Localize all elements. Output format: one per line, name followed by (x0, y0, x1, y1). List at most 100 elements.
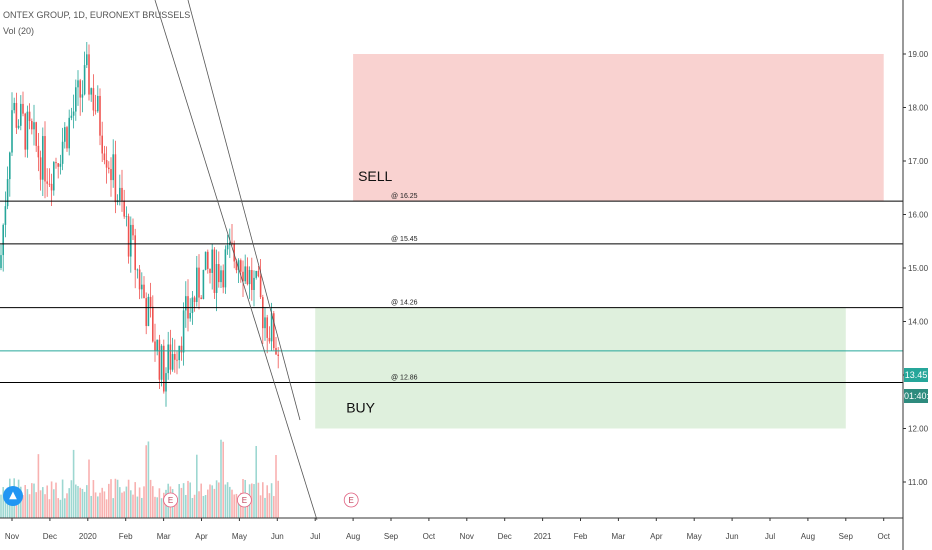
candle-body (31, 121, 33, 130)
candle-body (35, 122, 37, 146)
earnings-marker-label: E (242, 496, 247, 505)
price-tick-label: 11.00 (908, 478, 928, 487)
candle-body (97, 95, 99, 112)
candle-body (248, 270, 251, 285)
candle-body (257, 270, 260, 277)
candle-body (70, 115, 73, 118)
candle-body (99, 95, 101, 136)
candle-body (79, 80, 81, 98)
candle-body (103, 153, 106, 161)
candle-body (94, 110, 97, 112)
candle-body (136, 269, 139, 271)
volume-bar (50, 481, 53, 518)
volume-bar (59, 499, 62, 518)
candle-body (222, 270, 224, 288)
price-tick-label: 12.00 (908, 425, 929, 434)
candle-body (39, 157, 42, 180)
time-tick-label: Dec (498, 532, 512, 541)
candle-body (171, 354, 174, 370)
time-tick-label: May (687, 532, 702, 541)
volume-bar (79, 487, 81, 518)
trend-layer (154, 0, 318, 521)
buy-zone-label: BUY (346, 399, 375, 415)
candle-body (48, 183, 51, 185)
volume-bar (127, 479, 130, 518)
candle-body (180, 345, 183, 353)
candle-body (143, 284, 145, 299)
candle-body (242, 271, 244, 282)
price-tick-label: 19.00 (908, 50, 929, 59)
volume-bar (233, 494, 235, 518)
volume-bar (39, 490, 42, 518)
volume-bar (44, 494, 46, 518)
time-tick-label: 2021 (534, 532, 552, 541)
candle-body (24, 113, 26, 150)
time-tick-label: Feb (574, 532, 588, 541)
volume-bar (31, 483, 33, 518)
earnings-marker[interactable] (236, 492, 252, 508)
candle-body (255, 270, 257, 278)
candle-body (81, 94, 84, 98)
trend-line-lower (187, 0, 301, 421)
candle-body (268, 337, 271, 342)
tradingview-logo-icon[interactable]: ▲ (3, 486, 23, 506)
volume-bar (83, 491, 86, 518)
candle-body (88, 54, 90, 95)
volume-bar (185, 494, 187, 518)
candle-body (167, 344, 169, 374)
earnings-marker[interactable] (163, 492, 179, 508)
volume-bar (123, 491, 125, 518)
candle-body (130, 224, 132, 257)
candle-body (61, 141, 64, 164)
price-tick-label: 16.00 (908, 211, 929, 220)
candle-body (152, 306, 154, 342)
candle-body (66, 127, 68, 149)
volume-bar (112, 498, 114, 518)
candle-body (198, 267, 200, 298)
time-tick-label: Mar (157, 532, 171, 541)
volume-bar (53, 489, 55, 518)
volume-bar (57, 498, 59, 518)
candle-body (132, 224, 134, 236)
countdown-tag: 01:40:27 (904, 389, 932, 403)
candle-body (64, 127, 66, 142)
time-tick-label: Sep (839, 532, 854, 541)
time-tick-label: Jun (271, 532, 284, 541)
volume-bar (20, 486, 22, 518)
candle-body (55, 162, 57, 164)
volume-bar (138, 487, 141, 518)
volume-bar (119, 487, 121, 518)
candle-body (37, 145, 40, 158)
candle-body (2, 224, 4, 256)
volume-bar (42, 487, 44, 518)
volume-bar (224, 484, 227, 518)
levels-layer: @ 16.25 @ 15.45 @ 14.26 @ 12.86 (0, 193, 903, 383)
candle-body (33, 122, 35, 130)
earnings-marker-label: E (168, 496, 173, 505)
candle-body (240, 260, 242, 272)
candle-body (209, 268, 211, 273)
time-tick-label: Jun (726, 532, 739, 541)
candle-body (114, 154, 117, 203)
volume-bar (103, 491, 106, 518)
candle-body (259, 276, 262, 298)
last-price-tag: 13.45 (904, 368, 928, 382)
candle-body (92, 88, 95, 111)
volume-bar (178, 484, 180, 518)
sell-zone-label: SELL (358, 168, 392, 184)
earnings-marker[interactable] (343, 492, 359, 508)
volume-bar (154, 496, 156, 518)
candle-body (44, 136, 46, 182)
time-tick-label: 2020 (79, 532, 97, 541)
volume-bar (145, 445, 147, 518)
volume-bar (235, 493, 238, 518)
candle-body (28, 111, 31, 122)
volume-bar (218, 482, 220, 518)
earnings-marker-label: E (349, 496, 354, 505)
volume-bar (70, 480, 73, 518)
volume-bar (116, 479, 119, 518)
candle-body (237, 260, 240, 271)
candle-body (226, 245, 229, 250)
